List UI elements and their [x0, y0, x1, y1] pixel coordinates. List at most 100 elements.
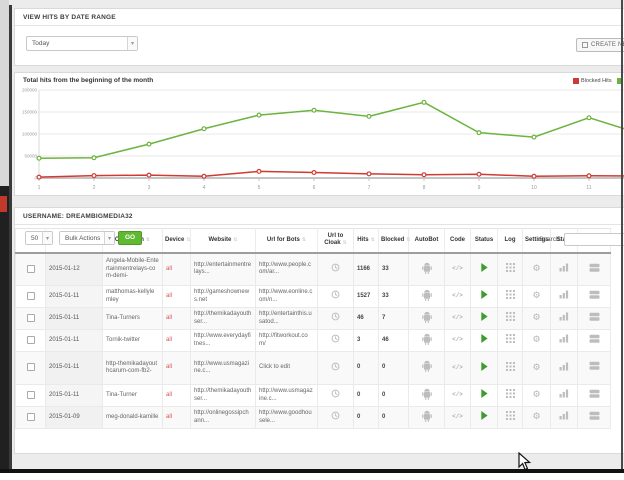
status-button[interactable]	[470, 285, 498, 308]
url_to_cloak-button[interactable]	[317, 329, 354, 352]
data-point	[311, 169, 317, 175]
settings-button[interactable]: ⚙	[522, 307, 551, 330]
autobot-button[interactable]	[408, 252, 445, 286]
autobot-button[interactable]	[408, 285, 445, 308]
device-link[interactable]: all	[166, 292, 173, 299]
legend-item: Valid Hits	[616, 78, 624, 84]
settings-button[interactable]: ⚙	[522, 329, 551, 352]
row-checkbox[interactable]	[26, 291, 35, 300]
device-link[interactable]: all	[166, 364, 173, 371]
archive-button[interactable]	[577, 406, 611, 429]
archive-button[interactable]	[577, 252, 611, 286]
data-point	[256, 168, 262, 174]
stats-button[interactable]	[550, 351, 578, 385]
log-button[interactable]	[497, 307, 523, 330]
row-checkbox[interactable]	[26, 264, 35, 273]
page-size-select[interactable]: 50 ▾	[25, 231, 53, 245]
chevron-down-icon: ▾	[41, 232, 52, 244]
url_to_cloak-button[interactable]	[317, 307, 354, 330]
column-header-autobot: AutoBot	[408, 228, 445, 254]
code-button[interactable]: </>	[444, 329, 471, 352]
code-button[interactable]: </>	[444, 351, 471, 385]
code-icon: </>	[452, 336, 463, 344]
archive-button[interactable]	[577, 329, 611, 352]
autobot-button[interactable]	[408, 384, 445, 407]
log-button[interactable]	[497, 329, 523, 352]
stats-button[interactable]	[550, 384, 578, 407]
row-checkbox[interactable]	[26, 335, 35, 344]
go-button[interactable]: GO	[118, 231, 142, 245]
settings-button[interactable]: ⚙	[522, 351, 551, 385]
device-link[interactable]: all	[166, 314, 173, 321]
column-header-hits[interactable]: Hits ⇅	[353, 228, 379, 254]
cell-blocked: 0	[378, 351, 409, 385]
code-button[interactable]: </>	[444, 252, 471, 286]
url_to_cloak-button[interactable]	[317, 285, 354, 308]
url_to_cloak-button[interactable]	[317, 384, 354, 407]
autobot-button[interactable]	[408, 406, 445, 429]
column-header-settings: Settings	[522, 228, 551, 254]
status-button[interactable]	[470, 252, 498, 286]
archive-button[interactable]	[577, 307, 611, 330]
device-link[interactable]: all	[166, 336, 173, 343]
archive-button[interactable]	[577, 285, 611, 308]
status-button[interactable]	[470, 406, 498, 429]
code-button[interactable]: </>	[444, 307, 471, 330]
log-button[interactable]	[497, 285, 523, 308]
legend-label: Blocked Hits	[581, 78, 612, 84]
play-icon	[480, 411, 488, 422]
row-checkbox[interactable]	[26, 363, 35, 372]
column-header-blocked[interactable]: Blocked ⇅	[378, 228, 411, 254]
gear-icon: ⚙	[532, 334, 541, 345]
log-button[interactable]	[497, 351, 523, 385]
device-link[interactable]: all	[166, 413, 173, 420]
code-button[interactable]: </>	[444, 285, 471, 308]
autobot-button[interactable]	[408, 307, 445, 330]
url_to_cloak-button[interactable]	[317, 252, 354, 286]
archive-button[interactable]	[577, 351, 611, 385]
status-button[interactable]	[470, 351, 498, 385]
bulk-actions-select[interactable]: Bulk Actions ▾	[59, 231, 115, 245]
settings-button[interactable]: ⚙	[522, 252, 551, 286]
status-button[interactable]	[470, 384, 498, 407]
status-button[interactable]	[470, 329, 498, 352]
log-button[interactable]	[497, 406, 523, 429]
code-button[interactable]: </>	[444, 384, 471, 407]
settings-button[interactable]: ⚙	[522, 406, 551, 429]
mouse-cursor-icon	[518, 452, 531, 471]
log-button[interactable]	[497, 252, 523, 286]
cell-website: http://www.usmagazine.c...	[190, 351, 256, 385]
cell-campaign: Angela-Mobile-Entertainmentrelays-com-de…	[102, 252, 163, 286]
date-range-select[interactable]: Today ▾	[26, 36, 138, 51]
log-button[interactable]	[497, 384, 523, 407]
url_to_cloak-button[interactable]	[317, 406, 354, 429]
code-button[interactable]: </>	[444, 406, 471, 429]
row-checkbox[interactable]	[26, 313, 35, 322]
row-checkbox[interactable]	[26, 412, 35, 421]
device-link[interactable]: all	[166, 265, 173, 272]
stats-button[interactable]	[550, 307, 578, 330]
create-campaign-button[interactable]: CREATE NEW CAMPAIGN	[576, 38, 624, 52]
search-input[interactable]	[564, 233, 624, 246]
autobot-button[interactable]	[408, 329, 445, 352]
svg-text:0: 0	[34, 176, 37, 181]
autobot-button[interactable]	[408, 351, 445, 385]
url_to_cloak-button[interactable]	[317, 351, 354, 385]
column-header-url_for_bots[interactable]: Url for Bots ⇅	[255, 228, 318, 254]
column-header-device[interactable]: Device ⇅	[162, 228, 191, 254]
archive-button[interactable]	[577, 384, 611, 407]
campaigns-panel: USERNAME: DREAMBIGMEDIA32 50 ▾ Bulk Acti…	[14, 207, 624, 454]
column-header-website[interactable]: Website ⇅	[190, 228, 256, 254]
stats-button[interactable]	[550, 252, 578, 286]
status-button[interactable]	[470, 307, 498, 330]
stats-button[interactable]	[550, 406, 578, 429]
settings-button[interactable]: ⚙	[522, 384, 551, 407]
device-link[interactable]: all	[166, 391, 173, 398]
column-header-url_to_cloak[interactable]: Url to Cloak ⇅	[317, 228, 354, 254]
table-row: 2015-01-12 Angela-Mobile-Entertainmentrel…	[15, 252, 611, 286]
row-checkbox[interactable]	[26, 390, 35, 399]
stats-button[interactable]	[550, 285, 578, 308]
cell-url_for_bots: http://www.eonline.com/n...	[255, 285, 318, 308]
stats-button[interactable]	[550, 329, 578, 352]
settings-button[interactable]: ⚙	[522, 285, 551, 308]
